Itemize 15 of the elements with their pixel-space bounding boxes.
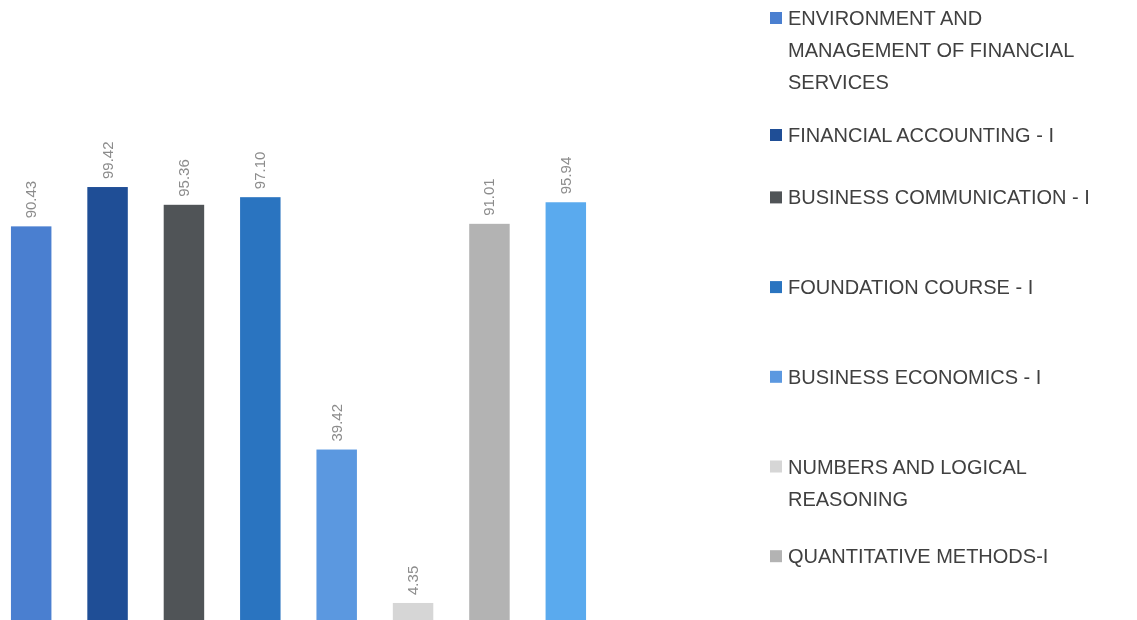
legend-label: NUMBERS AND LOGICAL REASONING <box>788 455 1027 510</box>
data-label: 39.42 <box>327 403 345 442</box>
legend-label: QUANTITATIVE METHODS-I <box>788 545 1049 568</box>
data-label: 99.42 <box>98 141 116 180</box>
data-label: 95.94 <box>556 156 574 195</box>
legend-label: ENVIRONMENT AND MANAGEMENT OF FINANCIAL SERVICES <box>788 7 1075 93</box>
data-label: 97.10 <box>251 151 269 190</box>
data-label: 95.36 <box>174 159 192 197</box>
legend-label: FOUNDATION COURSE - I <box>788 276 1034 299</box>
legend-label: BUSINESS COMMUNICATION - I <box>788 186 1090 209</box>
legend-label: FINANCIAL ACCOUNTING - I <box>788 124 1054 146</box>
legend-label: BUSINESS ECONOMICS - I <box>788 365 1042 388</box>
data-label: 4.35 <box>404 565 422 595</box>
data-label: 90.43 <box>22 180 40 219</box>
data-label: 91.01 <box>480 178 498 216</box>
